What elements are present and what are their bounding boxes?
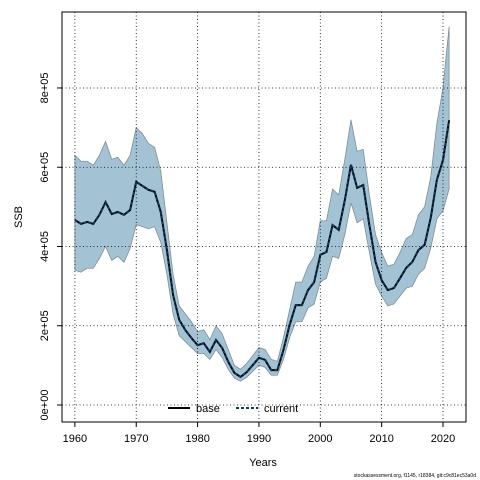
plot-frame <box>61 11 467 423</box>
x-tick-label: 1980 <box>185 433 209 445</box>
y-tick-label: 2e+05 <box>39 310 51 341</box>
series-line <box>74 119 451 379</box>
x-tick-label: 2010 <box>369 433 393 445</box>
x-axis-label: Years <box>249 457 277 469</box>
y-tick-label: 8e+05 <box>39 73 51 104</box>
x-tick-label: 1990 <box>247 433 271 445</box>
x-tick-label: 2020 <box>431 433 455 445</box>
confidence-band <box>74 26 450 382</box>
y-tick-label: 6e+05 <box>39 152 51 183</box>
legend-label: base <box>196 403 220 415</box>
y-tick-label: 0e+00 <box>39 390 51 421</box>
x-tick-label: 1960 <box>63 433 87 445</box>
legend-label: current <box>264 403 298 415</box>
x-tick-label: 1970 <box>124 433 148 445</box>
x-tick-label: 2000 <box>308 433 332 445</box>
y-tick-label: 4e+05 <box>39 231 51 262</box>
y-axis-label: SSB <box>13 206 25 228</box>
source-note: stockassessment.org, f1145, r18384, git:… <box>354 473 476 479</box>
